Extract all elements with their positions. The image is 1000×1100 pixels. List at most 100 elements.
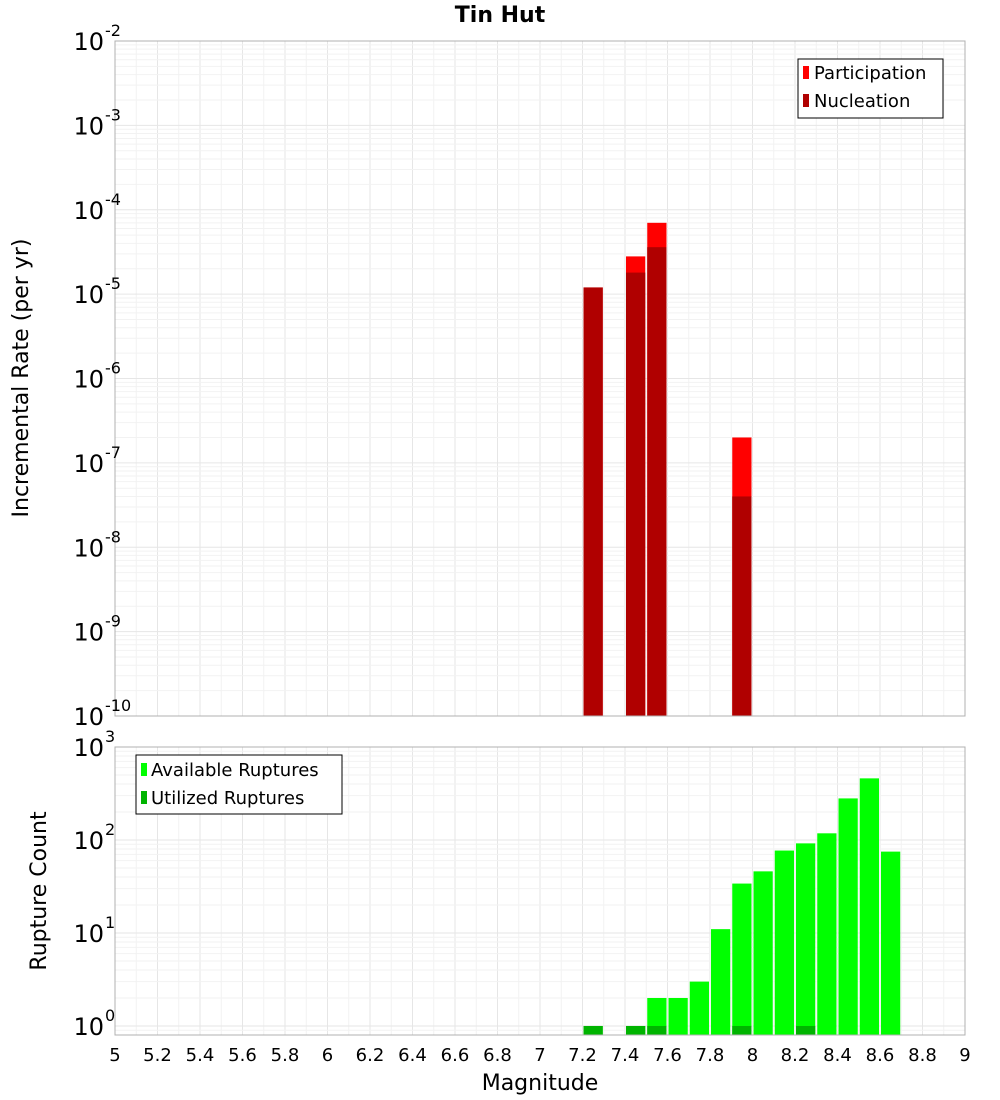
legend-label-available: Available Ruptures [151,760,319,781]
count-bar-available-ruptures [881,851,901,1035]
count-y-tick-base: 10 [73,827,104,855]
x-tick-label: 7.4 [611,1045,640,1066]
count-y-tick-exponent: 1 [105,913,115,932]
count-bar-utilized-ruptures [732,1025,752,1035]
x-tick-label: 8.4 [823,1045,852,1066]
rate-legend-box [797,58,944,119]
count-y-tick-base: 10 [73,920,104,948]
rate-y-tick-base: 10 [73,281,104,309]
count-bar-available-ruptures [647,997,667,1035]
legend-swatch-utilized [141,791,147,804]
rate-y-tick-exponent: -3 [105,105,121,124]
rate-y-tick-exponent: -4 [105,190,121,209]
count-bar-utilized-ruptures [796,1025,816,1035]
rate-y-tick-base: 10 [73,619,104,647]
x-tick-label: 7.6 [653,1045,682,1066]
x-tick-label: 8.6 [866,1045,895,1066]
x-tick-label: 9 [959,1045,970,1066]
rate-y-tick-label: 10 -5 [73,274,121,309]
rate-y-tick-base: 10 [73,534,104,562]
rate-y-tick-label: 10 -8 [73,527,121,562]
legend-swatch-nucleation [803,94,809,107]
rate-y-tick-exponent: -10 [105,696,131,715]
count-bar-utilized-ruptures [647,1025,667,1035]
x-tick-label: 5.2 [143,1045,172,1066]
count-y-tick-base: 10 [73,1013,104,1041]
rate-y-tick-label: 10 -7 [73,443,121,478]
x-tick-label: 8.8 [908,1045,937,1066]
count-bar-available-ruptures [689,981,709,1035]
x-ticks: 5 5.2 5.4 5.6 5.8 6 6.2 6.4 6.6 6.8 7 7.2 7.4 7.6 7.8 8… [109,1045,970,1066]
count-bar-available-ruptures [796,843,816,1035]
legend-label-participation: Participation [814,63,926,84]
x-tick-label: 6 [322,1045,333,1066]
x-tick-label: 8.2 [781,1045,810,1066]
count-bar-available-ruptures [732,883,752,1035]
x-tick-label: 6.6 [441,1045,470,1066]
rate-bars [583,222,752,716]
rate-y-tick-exponent: -9 [105,612,121,631]
count-bar-available-ruptures [838,798,858,1035]
count-y-tick-exponent: 0 [105,1006,115,1025]
count-y-tick-exponent: 2 [105,820,115,839]
rate-y-tick-label: 10 -6 [73,359,121,394]
rate-y-axis-label: Incremental Rate (per yr) [9,239,34,518]
legend-swatch-available [141,763,147,776]
count-bars [583,778,901,1035]
legend-swatch-participation [803,66,809,79]
rate-bar-nucleation [647,247,667,716]
count-bar-available-ruptures [859,778,879,1035]
rate-plot-frame [114,40,966,717]
legend-label-nucleation: Nucleation [814,91,910,112]
x-tick-label: 5.8 [271,1045,300,1066]
count-y-tick-base: 10 [73,734,104,762]
count-legend: Available Ruptures Utilized Ruptures [135,754,343,815]
legend-label-utilized: Utilized Ruptures [151,788,304,809]
x-tick-label: 8 [747,1045,758,1066]
count-y-tick-label: 10 2 [73,820,115,855]
rate-bar-nucleation [583,287,603,716]
x-tick-label: 5.6 [228,1045,257,1066]
rate-y-tick-base: 10 [73,703,104,731]
rate-grid [114,40,966,717]
count-plot-frame [114,746,966,1036]
rate-y-tick-label: 10 -4 [73,190,121,225]
x-tick-label: 6.4 [398,1045,427,1066]
count-bar-available-ruptures [753,871,773,1035]
count-legend-box [135,754,343,815]
x-tick-label: 5.4 [186,1045,215,1066]
x-tick-label: 5 [109,1045,120,1066]
rate-y-tick-exponent: -7 [105,443,121,462]
x-axis-label: Magnitude [482,1071,599,1096]
count-y-tick-label: 10 0 [73,1006,115,1041]
x-tick-label: 7 [534,1045,545,1066]
count-bar-available-ruptures [711,929,731,1035]
rate-y-tick-exponent: -5 [105,274,121,293]
count-y-tick-exponent: 3 [105,727,115,746]
count-y-axis-label: Rupture Count [27,811,52,971]
chart-title: Tin Hut [455,3,546,28]
rate-legend: Participation Nucleation [797,58,944,119]
x-tick-label: 7.2 [568,1045,597,1066]
count-bar-utilized-ruptures [626,1025,646,1035]
rate-y-tick-label: 10 -10 [73,696,131,731]
rate-y-tick-base: 10 [73,450,104,478]
rate-y-tick-label: 10 -3 [73,105,121,140]
x-tick-label: 6.8 [483,1045,512,1066]
rate-bar-nucleation [732,496,752,716]
x-tick-label: 6.2 [356,1045,385,1066]
rate-y-tick-base: 10 [73,197,104,225]
rate-y-tick-label: 10 -2 [73,21,121,56]
rate-y-tick-base: 10 [73,112,104,140]
count-y-tick-label: 10 3 [73,727,115,762]
rate-y-tick-exponent: -8 [105,527,121,546]
rate-y-tick-base: 10 [73,366,104,394]
rate-y-tick-base: 10 [73,28,104,56]
count-bar-utilized-ruptures [583,1025,603,1035]
count-bar-available-ruptures [774,850,794,1035]
